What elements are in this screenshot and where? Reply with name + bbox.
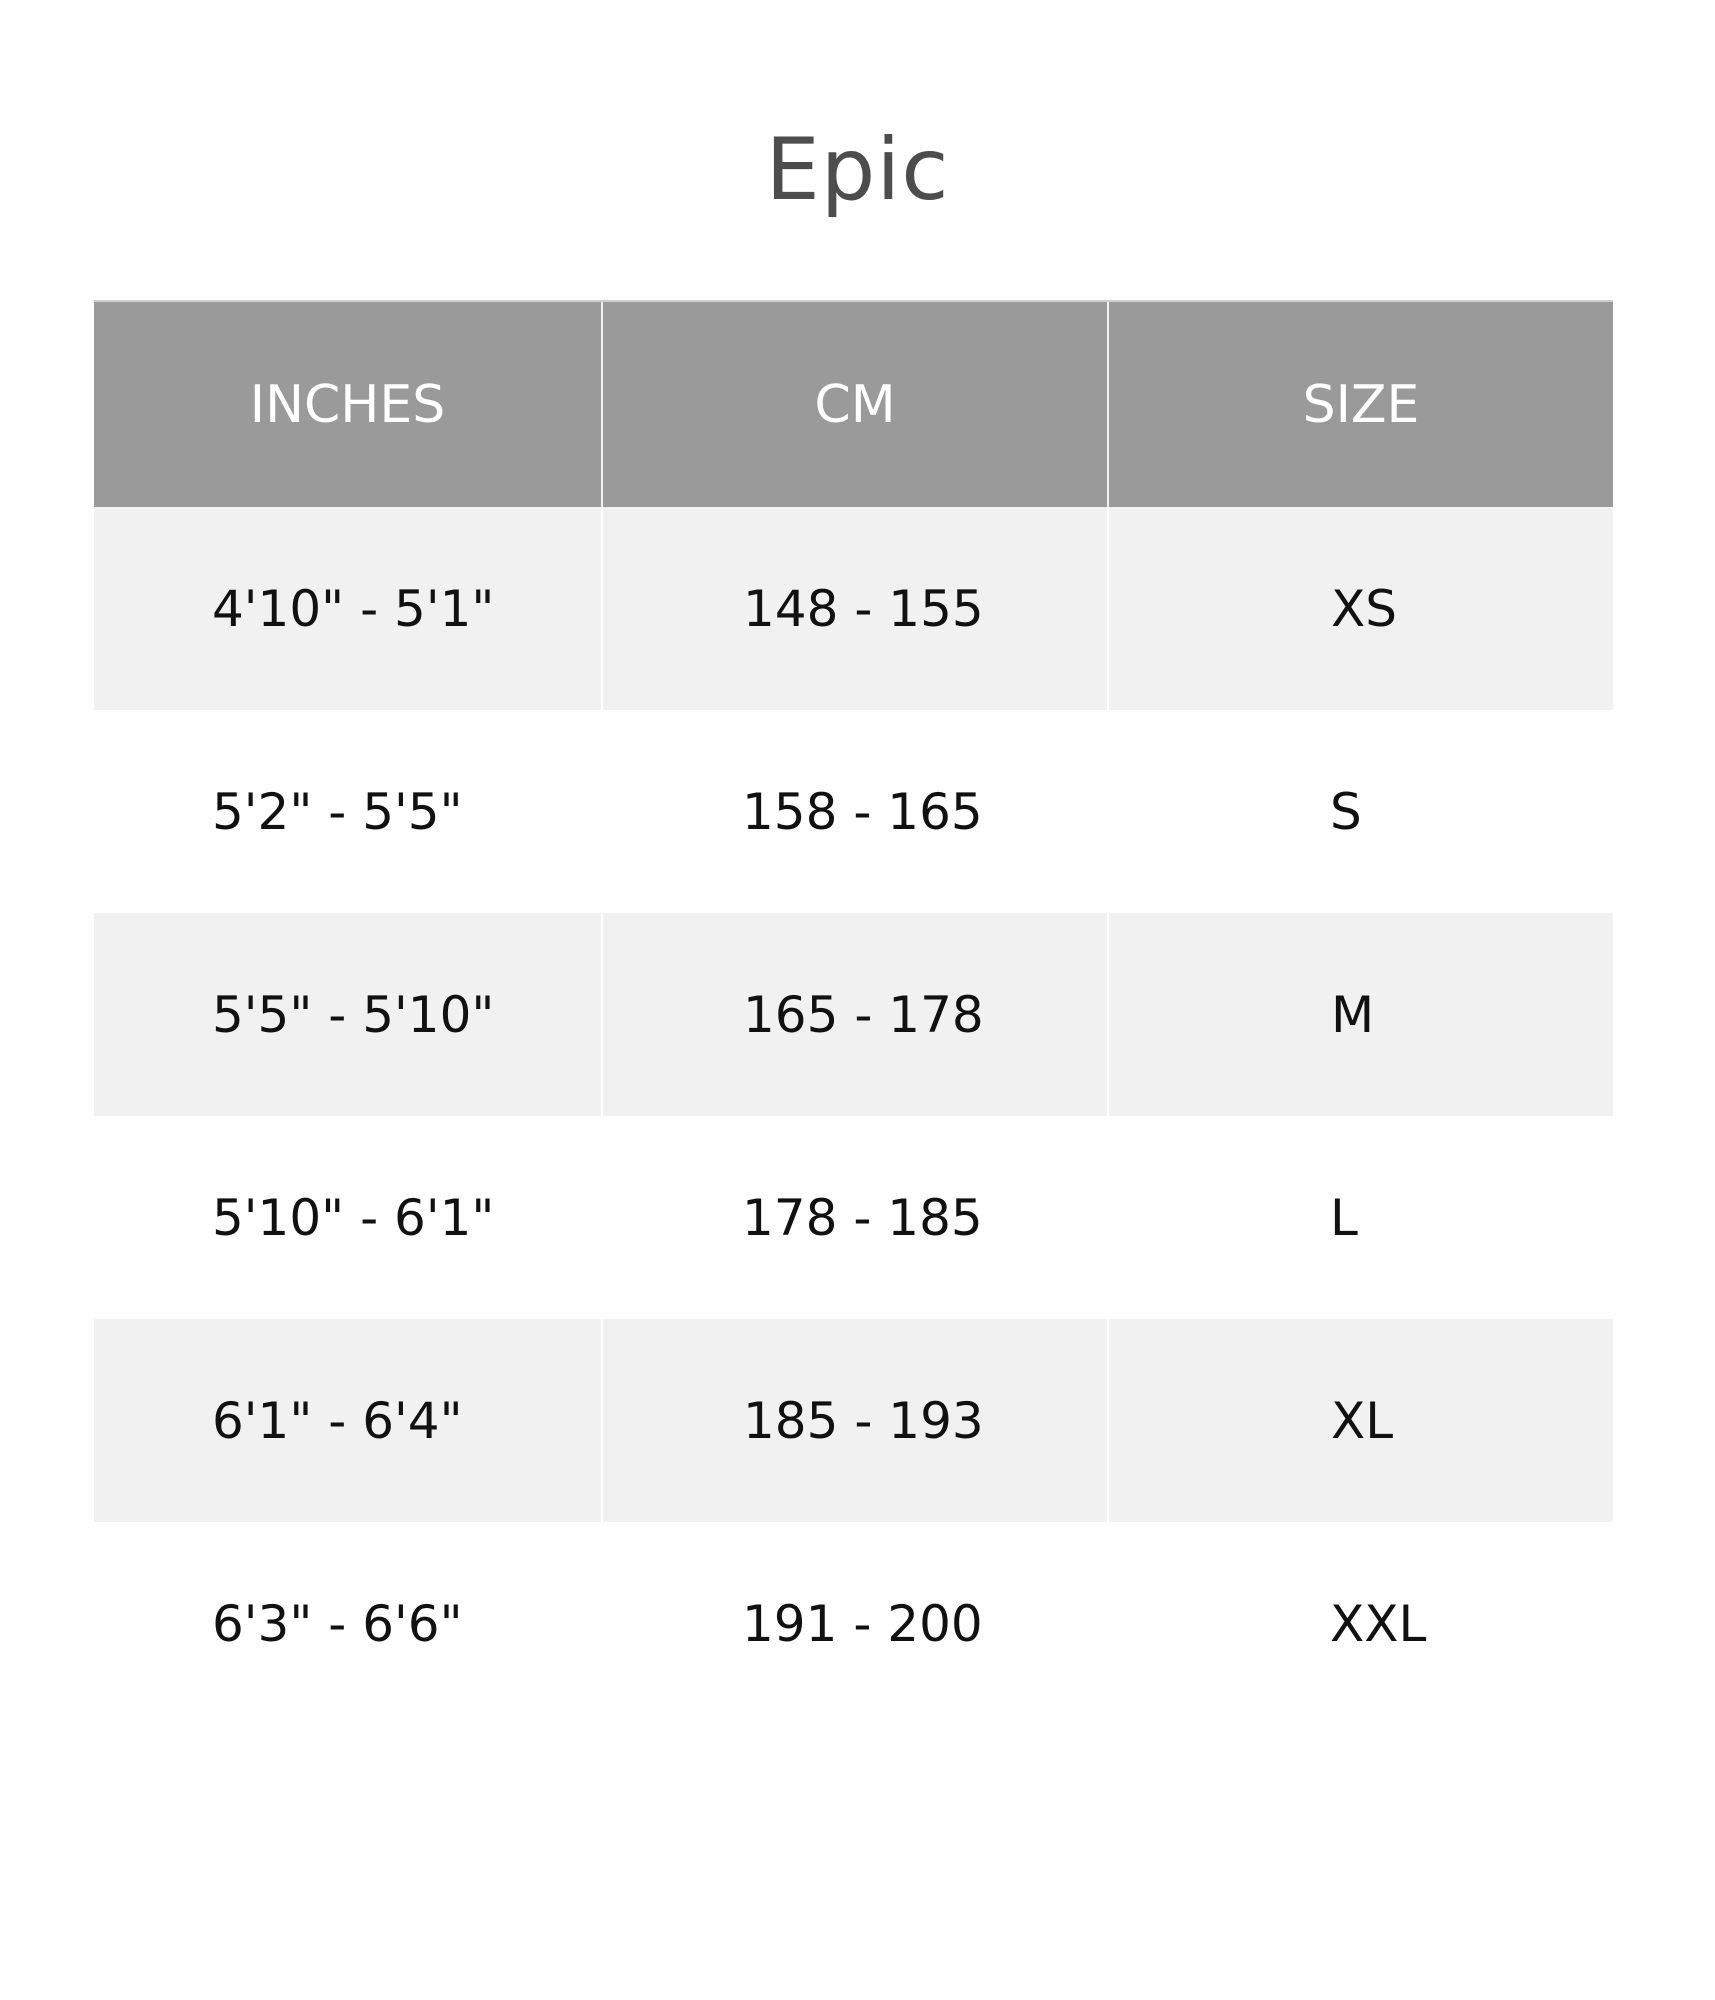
cell-size: XS <box>1107 507 1613 710</box>
header-inches: INCHES <box>94 300 602 507</box>
cell-size: M <box>1107 913 1613 1116</box>
cell-size: L <box>1330 1188 1358 1247</box>
table-row: 5'5" - 5'10" 165 - 178 M <box>94 913 1613 1116</box>
cell-cm: 158 - 165 <box>742 782 983 841</box>
cell-size: S <box>1330 782 1362 841</box>
table-row: 6'1" - 6'4" 185 - 193 XL <box>94 1319 1613 1522</box>
table-row: 6'3" - 6'6" 191 - 200 XXL <box>94 1522 1613 1725</box>
table-row: 4'10" - 5'1" 148 - 155 XS <box>94 507 1613 710</box>
header-size: SIZE <box>1107 300 1613 507</box>
table-row: 5'10" - 6'1" 178 - 185 L <box>94 1116 1613 1319</box>
cell-inches: 4'10" - 5'1" <box>94 507 602 710</box>
cell-cm: 148 - 155 <box>601 507 1108 710</box>
cell-cm: 191 - 200 <box>742 1594 983 1653</box>
cell-inches: 5'5" - 5'10" <box>94 913 602 1116</box>
cell-inches: 6'3" - 6'6" <box>212 1594 463 1653</box>
size-chart-table: INCHES CM SIZE 4'10" - 5'1" 148 - 155 XS 5'… <box>94 300 1613 1725</box>
page-title: Epic <box>765 120 950 220</box>
cell-size: XL <box>1107 1319 1613 1522</box>
table-row: 5'2" - 5'5" 158 - 165 S <box>94 710 1613 913</box>
cell-inches: 6'1" - 6'4" <box>94 1319 602 1522</box>
cell-inches: 5'10" - 6'1" <box>212 1188 495 1247</box>
cell-cm: 185 - 193 <box>601 1319 1108 1522</box>
cell-cm: 178 - 185 <box>742 1188 983 1247</box>
cell-size: XXL <box>1330 1594 1427 1653</box>
header-cm: CM <box>601 300 1108 507</box>
cell-cm: 165 - 178 <box>601 913 1108 1116</box>
cell-inches: 5'2" - 5'5" <box>212 782 463 841</box>
table-header-row: INCHES CM SIZE <box>94 300 1613 507</box>
